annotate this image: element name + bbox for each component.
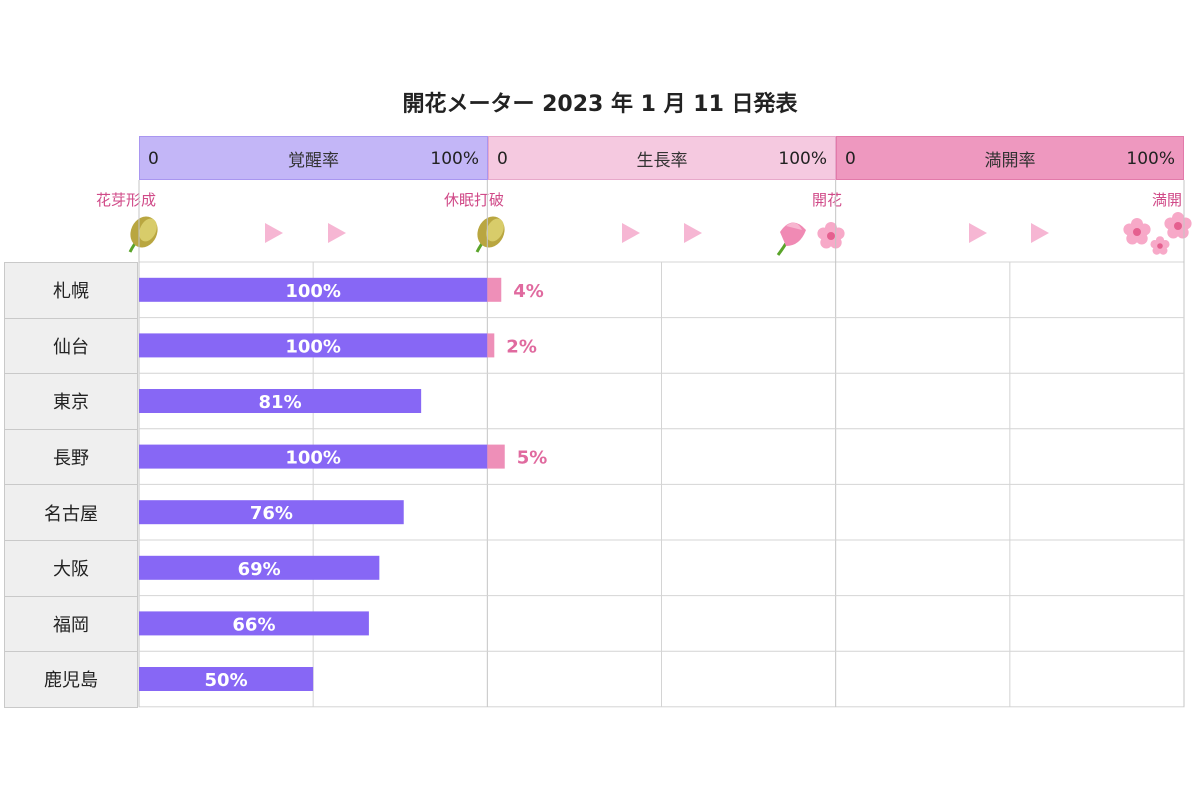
category-label: 鹿児島	[4, 651, 138, 708]
arrow-icon	[684, 223, 702, 243]
bar-growth	[487, 333, 495, 358]
stage-growth-min: 0	[497, 149, 508, 169]
bar-label-awakening: 100%	[285, 448, 341, 469]
bar-awakening	[139, 555, 380, 580]
milestone-dormancy-break: 休眠打破	[444, 191, 505, 209]
bud-icon	[470, 210, 512, 254]
stage-awakening: 0 覚醒率 100%	[139, 136, 488, 180]
sakura-cluster-icon	[1123, 212, 1192, 255]
stage-awakening-min: 0	[148, 149, 159, 169]
arrow-icon	[328, 223, 346, 243]
bar-label-awakening: 100%	[285, 336, 341, 357]
stage-full-bloom-max: 100%	[1126, 149, 1175, 169]
category-label: 福岡	[4, 595, 138, 653]
category-label: 札幌	[4, 262, 138, 319]
chart-title: 開花メーター 2023 年 1 月 11 日発表	[402, 92, 798, 117]
bar-awakening	[139, 611, 369, 636]
category-label: 大阪	[4, 540, 138, 597]
bar-awakening	[139, 667, 314, 691]
stage-full-bloom: 0 満開率 100%	[836, 136, 1184, 180]
milestone-bud-formation: 花芽形成	[96, 191, 157, 209]
chart-bars: 100% 4% 100% 2% 81% 100% 5% 76% 69% 66% 50%	[139, 277, 548, 691]
stage-full-bloom-name: 満開率	[984, 150, 1036, 171]
arrow-icon	[265, 223, 283, 243]
stage-growth-name: 生長率	[636, 150, 688, 171]
stage-awakening-max: 100%	[430, 149, 479, 169]
bar-label-growth: 2%	[506, 336, 537, 357]
bar-label-awakening: 69%	[238, 559, 281, 580]
bar-label-awakening: 50%	[205, 670, 248, 691]
milestone-flowering: 開花	[812, 191, 843, 209]
bar-label-awakening: 81%	[259, 392, 302, 413]
stage-full-bloom-min: 0	[845, 149, 856, 169]
bar-awakening	[139, 333, 488, 358]
bar-label-growth: 5%	[517, 448, 548, 469]
bud-icon	[123, 210, 165, 254]
category-label: 仙台	[4, 317, 138, 375]
bar-label-awakening: 76%	[250, 503, 293, 524]
bar-awakening	[139, 500, 404, 525]
stage-growth-max: 100%	[778, 149, 827, 169]
milestone-full-bloom: 満開	[1152, 191, 1183, 209]
arrow-icon	[1031, 223, 1049, 243]
sakura-flower-icon	[817, 222, 845, 249]
bar-label-awakening: 100%	[285, 281, 341, 302]
bar-awakening	[139, 444, 488, 469]
stage-awakening-name: 覚醒率	[288, 150, 339, 171]
bar-growth	[487, 444, 505, 469]
stage-growth: 0 生長率 100%	[488, 136, 836, 180]
bar-label-awakening: 66%	[232, 614, 275, 635]
category-label: 名古屋	[4, 484, 138, 541]
bar-growth	[487, 277, 502, 302]
bar-awakening	[139, 389, 422, 413]
bar-label-growth: 4%	[513, 281, 544, 302]
sakura-flower-icon	[776, 222, 806, 256]
bar-awakening	[139, 277, 488, 302]
progress-icon-row	[123, 210, 1192, 256]
category-label: 長野	[4, 428, 138, 486]
arrow-icon	[622, 223, 640, 243]
arrow-icon	[969, 223, 987, 243]
category-label: 東京	[4, 373, 138, 430]
